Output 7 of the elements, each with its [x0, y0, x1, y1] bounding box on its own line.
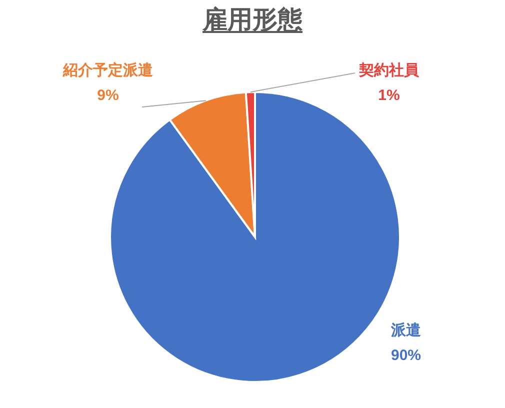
slice-label: 契約社員: [358, 62, 420, 79]
chart-title: 雇用形態: [201, 5, 304, 36]
data-label: 9%: [97, 87, 119, 104]
slice-label: 派遣: [390, 322, 422, 339]
data-label: 1%: [378, 87, 400, 104]
slice-label: 紹介予定派遣: [62, 61, 154, 79]
data-label: 90%: [390, 347, 422, 364]
